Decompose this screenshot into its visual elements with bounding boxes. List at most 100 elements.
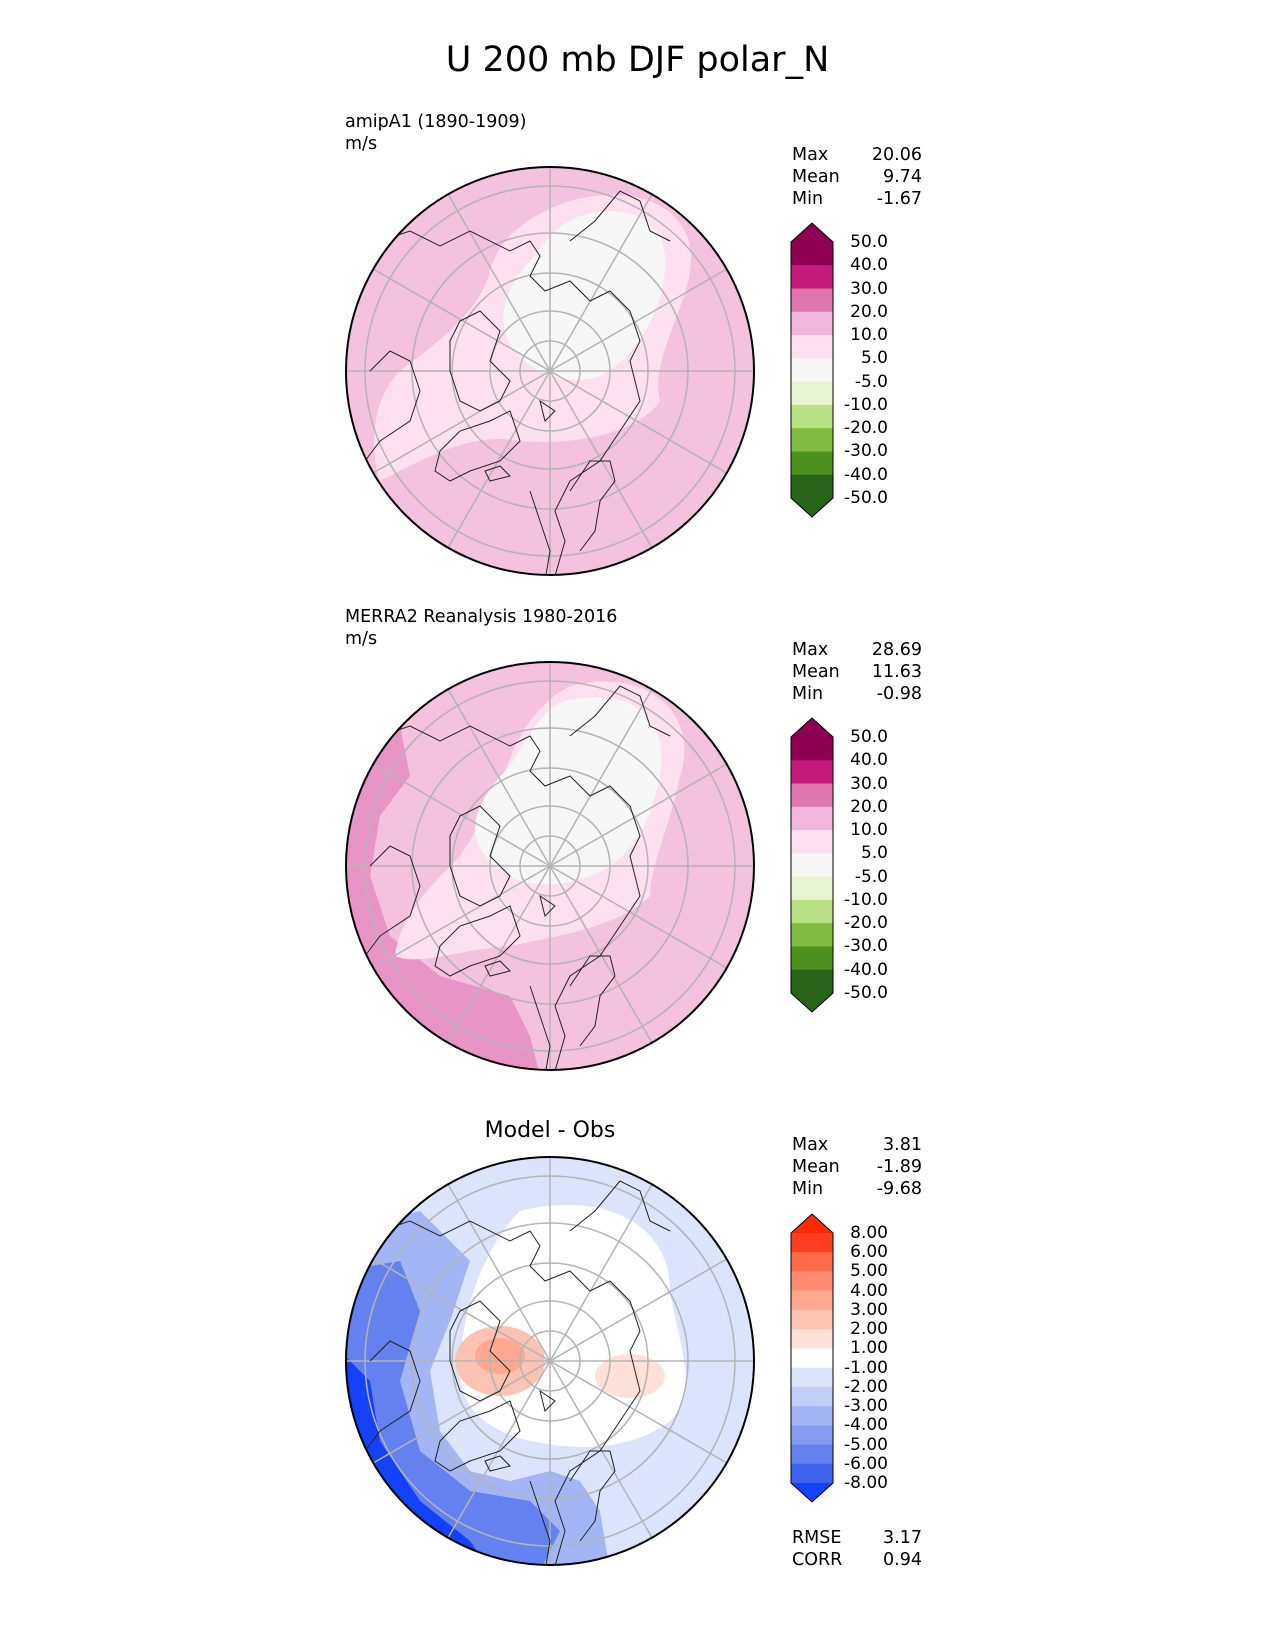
corr-value: 0.94 [883,1550,922,1570]
panel-3-colorbar-tick-label: 5.00 [850,1261,888,1282]
panel-1-label: amipA1 (1890-1909) m/s [345,111,526,155]
panel-2-colorbar-tick-label: 50.0 [850,727,888,747]
panel-1-colorbar-tick-label: -40.0 [844,464,888,485]
panel-2-polar-map [345,661,755,1071]
panel-3-colorbar-tick-label: -3.00 [844,1396,888,1417]
panel-1-colorbar-tick-label: 20.0 [850,301,888,322]
panel-2-field-20-30 [346,716,540,1070]
panel-1-colorbar-tick-label: 10.0 [850,325,888,346]
panel-2-colorbar-tick-label: -20.0 [844,913,888,934]
panel-1-colorbar-segment [791,451,833,476]
panel-1-dataset-name: amipA1 (1890-1909) [345,112,527,132]
panel-2-max-value: 28.69 [871,640,922,660]
panel-3-colorbar-segment [791,1463,833,1484]
panel-3-colorbar-bottom-extend [791,1483,833,1502]
panel-3-polar-map [345,1156,755,1566]
panel-1-colorbar-segment [791,288,833,313]
panel-1-coastlines [364,190,671,575]
panel-3-skill-stats: RMSE 3.17 CORR 0.94 [792,1527,922,1571]
panel-3-colorbar-segment [791,1367,833,1388]
panel-1-stats: Max 20.06 Mean 9.74 Min -1.67 [792,144,922,210]
panel-1-field-jet-segment [369,171,570,351]
panel-2-colorbar [790,717,834,1013]
panel-2-colorbar-segment [791,899,833,924]
rmse-label: RMSE [792,1528,842,1548]
panel-3-field-positive-west-core [475,1338,525,1374]
panel-1-polar-map [345,166,755,576]
panel-3-colorbar-tick-label: 8.00 [850,1223,888,1243]
panel-3-colorbar-outline [790,1213,834,1503]
panel-2-max-label: Max [792,640,829,660]
panel-3-mean-label: Mean [792,1157,840,1177]
panel-3-colorbar-segment [791,1348,833,1369]
panel-1-colorbar-tick-label: -10.0 [844,394,888,415]
panel-2-colorbar-segment [791,876,833,901]
panel-3-coastlines [364,1180,671,1565]
panel-1-colorbar-outline [790,222,834,518]
panel-3-colorbar-tick-label: 3.00 [850,1299,888,1320]
panel-2-colorbar-tick-label: -10.0 [844,889,888,910]
panel-3-colorbar-segment [791,1252,833,1272]
panel-1-colorbar-segment [791,381,833,406]
panel-3-max-value: 3.81 [883,1135,922,1155]
panel-1-colorbar-segment [791,358,833,383]
panel-2-colorbar-segment [791,760,833,785]
panel-3-colorbar-tick-label: 1.00 [850,1338,888,1359]
panel-2-colorbar-tick-label: 5.0 [860,843,888,864]
panel-3-colorbar-tick-label: 2.00 [850,1319,888,1340]
panel-2-min-value: -0.98 [876,684,922,704]
panel-2-colorbar-tick-label: 30.0 [850,773,888,794]
panel-1-max-label: Max [792,145,829,165]
panel-2-colorbar-tick-label: -40.0 [844,959,888,980]
panel-3-colorbar-tick-label: -8.00 [844,1473,888,1493]
panel-3-colorbar-top-extend [791,1214,833,1233]
panel-1-colorbar-tick-label: 30.0 [850,278,888,299]
panel-2-colorbar-tick-label: 40.0 [850,750,888,771]
panel-1-colorbar-bottom-extend [791,498,833,517]
panel-2-colorbar-tick-label: -5.0 [854,866,888,887]
panel-2-colorbar-top-extend [791,718,833,737]
panel-1-colorbar-top-extend [791,223,833,242]
panel-2-stats: Max 28.69 Mean 11.63 Min -0.98 [792,639,922,705]
panel-2-min-label: Min [792,684,824,704]
panel-2-dataset-name: MERRA2 Reanalysis 1980-2016 [345,607,618,627]
panel-2-colorbar-segment [791,923,833,947]
panel-3-colorbar-tick-label: -6.00 [844,1453,888,1474]
corr-label: CORR [792,1550,843,1570]
panel-2-colorbar-tick-label: 20.0 [850,796,888,817]
panel-2-colorbar-segment [791,806,833,831]
panel-3-colorbar-tick-label: -1.00 [844,1357,888,1378]
panel-1-graticule [346,167,754,575]
panel-1-max-value: 20.06 [871,145,922,165]
panel-3-colorbar-labels: 8.00 6.00 5.00 4.00 3.00 2.00 1.00 -1.00 -2.00 -3… [838,1213,888,1503]
panel-2-colorbar-bottom-extend [791,993,833,1012]
panel-1-units: m/s [345,134,378,154]
panel-3-colorbar-tick-label: 4.00 [850,1280,888,1301]
panel-3-graticule [346,1157,754,1565]
panel-3-colorbar-tick-label: -2.00 [844,1376,888,1397]
panel-2-mean-value: 11.63 [871,662,922,682]
panel-3-colorbar-segment [791,1425,833,1446]
rmse-value: 3.17 [883,1528,922,1548]
panel-1-colorbar-tick-label: -50.0 [844,488,888,508]
panel-3-map-border [345,1156,755,1566]
panel-3-colorbar-segment [791,1406,833,1426]
panel-2-label: MERRA2 Reanalysis 1980-2016 m/s [345,606,617,650]
panel-3-stats: Max 3.81 Mean -1.89 Min -9.68 [792,1134,922,1200]
panel-2-colorbar-tick-label: 10.0 [850,820,888,841]
panel-1-colorbar-tick-label: -30.0 [844,441,888,462]
panel-1-colorbar-segment [791,428,833,452]
panel-2-colorbar-segment [791,969,833,994]
panel-1-colorbar-tick-label: 5.0 [860,348,888,369]
panel-2-coastlines [364,685,671,1070]
panel-2-colorbar-segment [791,783,833,808]
panel-2-colorbar-tick-label: -30.0 [844,936,888,957]
panel-2-colorbar-segment [791,946,833,971]
panel-2-mean-label: Mean [792,662,840,682]
panel-3-colorbar [790,1213,834,1503]
panel-1-min-value: -1.67 [876,189,922,209]
panel-3-colorbar-segment [791,1386,833,1407]
panel-1-colorbar-tick-label: -20.0 [844,418,888,439]
panel-1-mean-label: Mean [792,167,840,187]
panel-1-colorbar-segment [791,474,833,499]
